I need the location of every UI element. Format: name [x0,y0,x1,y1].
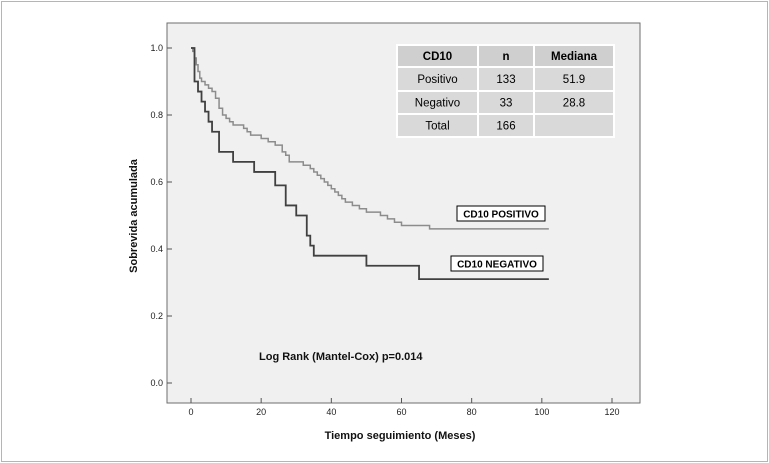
table-value-cell: 33 [500,98,513,110]
y-tick-label: 0.6 [150,177,163,187]
table-cell [533,66,615,92]
table-value-cell: Total [425,121,449,133]
x-tick-label: 60 [396,407,406,417]
table-header-cell: CD10 [423,51,452,63]
table-value-cell: 133 [496,74,515,86]
y-tick-label: 1.0 [150,43,163,53]
table-header-cell: n [502,51,509,63]
x-tick-label: 120 [604,407,619,417]
table-value-cell: Positivo [417,74,457,86]
y-tick-label: 0.0 [150,378,163,388]
label-positivo-text: CD10 POSITIVO [463,210,539,221]
curve-cd10-negativo [191,47,549,281]
x-axis: 0 20 40 60 80 100 120 [188,398,620,417]
y-tick-label: 0.2 [150,311,163,321]
table-cell [533,113,615,138]
table-value-cell: 166 [496,121,515,133]
table-value-cell: Negativo [415,98,460,110]
label-negativo-text: CD10 NEGATIVO [457,260,537,271]
survival-curves [191,47,549,281]
summary-table: CD10 n Mediana Positivo 133 51.9 Negativo 33 28.… [396,44,615,138]
y-axis: 0.0 0.2 0.4 0.6 0.8 1.0 [150,43,172,388]
x-tick-label: 40 [326,407,336,417]
x-axis-label: Tiempo seguimiento (Meses) [325,430,476,442]
label-positivo: CD10 POSITIVO [456,205,546,222]
curve-cd10-positivo [191,47,549,230]
table-value-cell: 28.8 [563,98,585,110]
label-negativo: CD10 NEGATIVO [450,255,544,272]
x-tick-label: 20 [256,407,266,417]
x-tick-label: 100 [534,407,549,417]
y-tick-label: 0.4 [150,244,163,254]
log-rank-annotation: Log Rank (Mantel-Cox) p=0.014 [259,351,423,363]
table-value-cell: 51.9 [563,74,585,86]
x-tick-label: 80 [467,407,477,417]
x-tick-label: 0 [188,407,193,417]
y-axis-label: Sobrevida acumulada [128,158,140,273]
y-tick-label: 0.8 [150,110,163,120]
table-header-cell: Mediana [551,51,598,63]
